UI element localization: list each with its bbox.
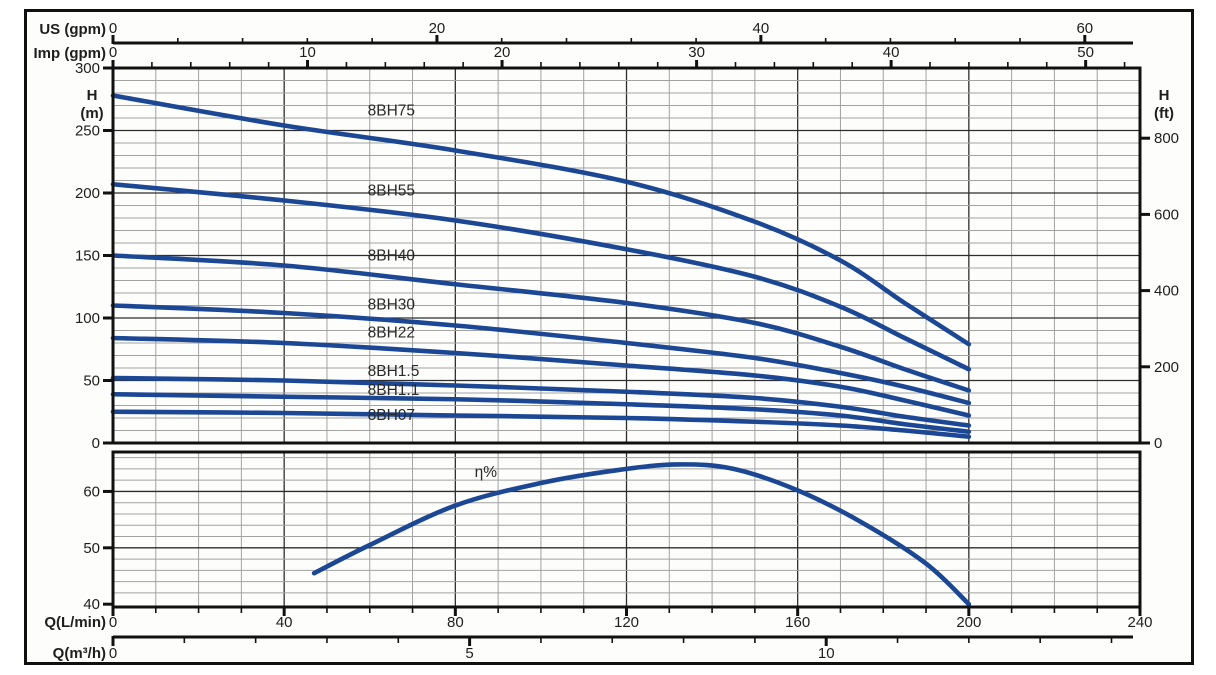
q-m3h-axis-title: Q(m³/h) bbox=[53, 645, 106, 662]
imp-gpm-axis-title: Imp (gpm) bbox=[34, 45, 107, 62]
q-lmin-tick-label: 80 bbox=[447, 614, 464, 631]
q-lmin-tick-label: 240 bbox=[1127, 614, 1152, 631]
q-lmin-tick-label: 160 bbox=[785, 614, 810, 631]
h-ft-tick-label: 600 bbox=[1154, 206, 1179, 223]
h-m-axis-title: H bbox=[87, 87, 98, 104]
q-m3h-tick-label: 0 bbox=[109, 645, 117, 662]
h-ft-tick-label: 0 bbox=[1154, 435, 1162, 452]
q-lmin-axis-title: Q(L/min) bbox=[44, 614, 106, 631]
imp-gpm-tick-label: 30 bbox=[688, 44, 705, 61]
figure-border bbox=[24, 9, 1194, 665]
h-m-axis-title-unit: (m) bbox=[80, 105, 103, 122]
curve-label-8bh15: 8BH1.5 bbox=[368, 363, 420, 380]
us-gpm-tick-label: 40 bbox=[753, 20, 770, 37]
imp-gpm-tick-label: 20 bbox=[494, 44, 511, 61]
curve-8bh55 bbox=[110, 181, 972, 372]
curve-8bh07 bbox=[110, 409, 972, 440]
imp-gpm-tick-label: 10 bbox=[299, 44, 316, 61]
eta-tick-label: 60 bbox=[83, 483, 100, 500]
h-ft-tick-label: 400 bbox=[1154, 283, 1179, 300]
us-gpm-tick-label: 60 bbox=[1076, 20, 1093, 37]
curve-label-8bh07: 8BH07 bbox=[368, 407, 415, 424]
curve-8bh30 bbox=[110, 303, 972, 406]
imp-gpm-tick-label: 50 bbox=[1077, 44, 1094, 61]
h-m-tick-label: 100 bbox=[75, 310, 100, 327]
efficiency-curve bbox=[311, 462, 972, 607]
eta-tick-label: 50 bbox=[83, 540, 100, 557]
curve-label-8bh11: 8BH1.1 bbox=[368, 382, 420, 399]
h-m-tick-label: 50 bbox=[83, 373, 100, 390]
q-lmin-tick-label: 0 bbox=[109, 614, 117, 631]
q-lmin-tick-label: 120 bbox=[614, 614, 639, 631]
h-ft-tick-label: 200 bbox=[1154, 359, 1179, 376]
q-lmin-tick-label: 200 bbox=[956, 614, 981, 631]
h-m-tick-label: 200 bbox=[75, 185, 100, 202]
us-gpm-tick-label: 20 bbox=[429, 20, 446, 37]
curve-label-8bh55: 8BH55 bbox=[368, 183, 415, 200]
curve-label-8bh75: 8BH75 bbox=[368, 103, 415, 120]
curve-label-8bh40: 8BH40 bbox=[368, 248, 416, 265]
efficiency-label: η% bbox=[475, 464, 498, 481]
curve-label-8bh30: 8BH30 bbox=[368, 296, 416, 313]
imp-gpm-tick-label: 0 bbox=[109, 44, 117, 61]
curve-8bh11 bbox=[110, 391, 972, 435]
q-m3h-tick-label: 5 bbox=[465, 645, 473, 662]
curve-8bh40 bbox=[110, 253, 972, 393]
curve-8bh22 bbox=[110, 335, 972, 418]
h-ft-axis-title: H bbox=[1159, 87, 1170, 104]
h-m-tick-label: 250 bbox=[75, 123, 100, 140]
q-m3h-tick-label: 10 bbox=[818, 645, 835, 662]
h-ft-tick-label: 800 bbox=[1154, 130, 1179, 147]
h-m-tick-label: 0 bbox=[92, 435, 100, 452]
imp-gpm-tick-label: 40 bbox=[883, 44, 900, 61]
q-lmin-tick-label: 40 bbox=[276, 614, 293, 631]
curve-label-8bh22: 8BH22 bbox=[368, 324, 415, 341]
us-gpm-tick-label: 0 bbox=[109, 20, 117, 37]
h-m-tick-label: 150 bbox=[75, 248, 100, 265]
h-m-tick-label: 300 bbox=[75, 60, 100, 77]
us-gpm-axis-title: US (gpm) bbox=[39, 21, 106, 38]
curve-8bh75 bbox=[110, 93, 972, 347]
eta-tick-label: 40 bbox=[83, 596, 100, 613]
curve-8bh15 bbox=[110, 375, 972, 428]
h-ft-axis-title-unit: (ft) bbox=[1154, 105, 1174, 122]
